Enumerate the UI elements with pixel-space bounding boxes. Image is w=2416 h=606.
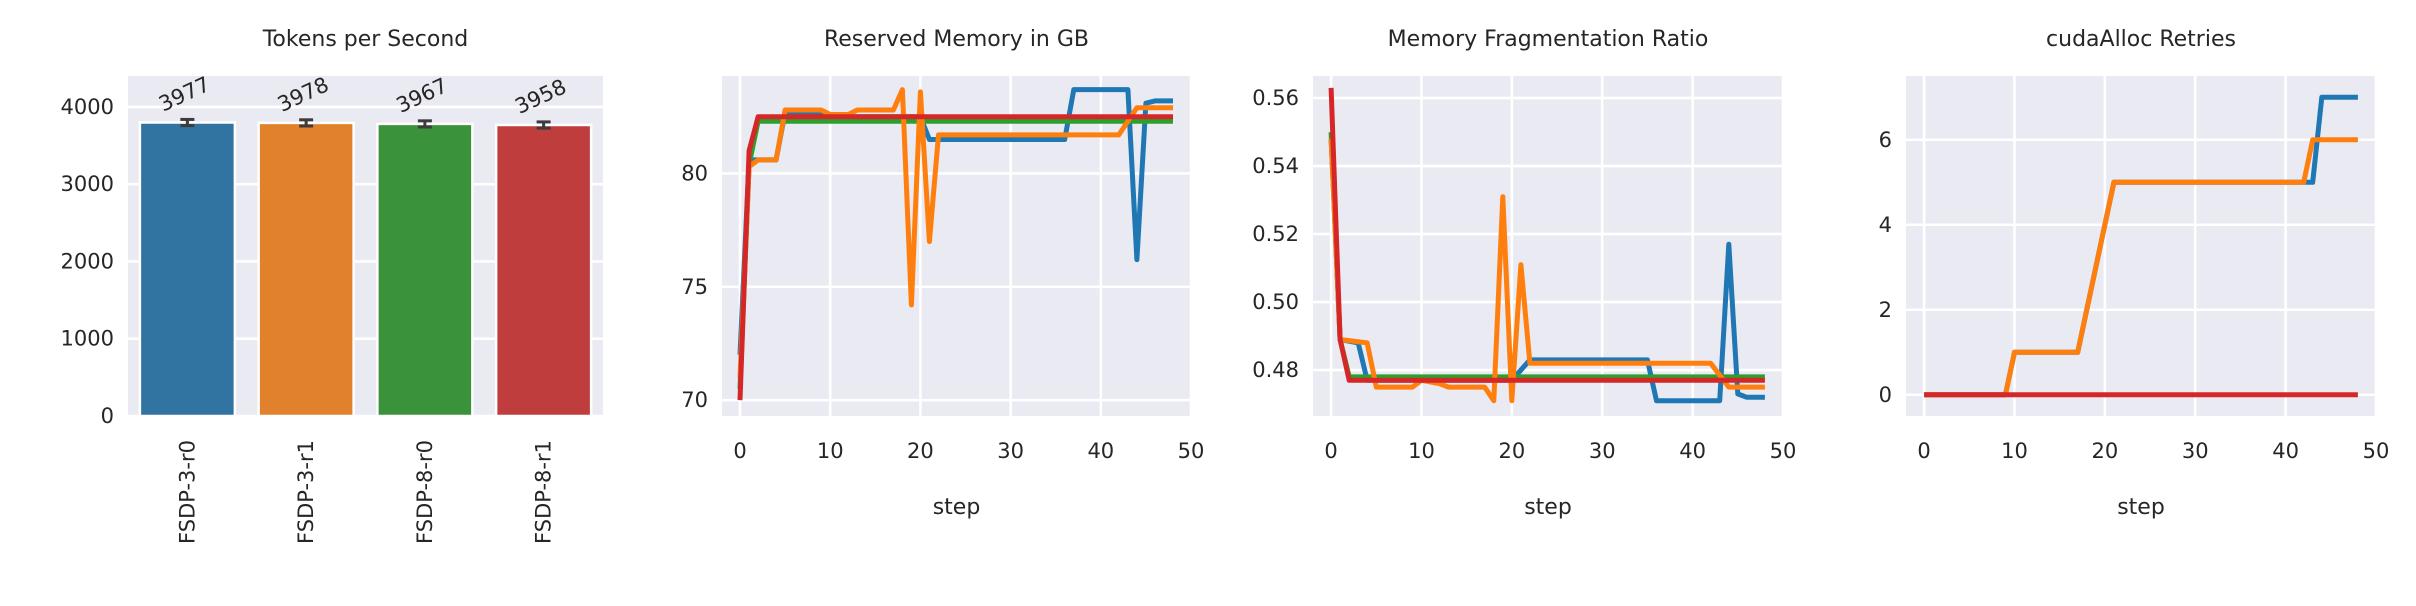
cudaalloc-retries-chart: cudaAlloc Retries 0 2 4 6 0 10 20 30 40 50 step xyxy=(1879,27,2390,520)
x-tick-label: 0 xyxy=(1324,439,1337,463)
chart-title: Tokens per Second xyxy=(262,27,469,52)
series-line-3 xyxy=(737,87,1173,378)
series-line-4 xyxy=(737,114,1173,401)
y-tick-label: 0.50 xyxy=(1252,290,1299,314)
y-tick-label: 2 xyxy=(1879,298,1892,322)
x-tick-label: 40 xyxy=(1679,439,1706,463)
bar-fsdp-8-r0 xyxy=(376,122,474,418)
x-tick-label: 50 xyxy=(1178,439,1205,463)
x-axis-label: step xyxy=(2117,495,2165,520)
y-tick-label: 6 xyxy=(1879,128,1892,152)
x-tick-label: 50 xyxy=(2363,439,2390,463)
y-tick-label: 0 xyxy=(101,404,114,428)
series-line-4 xyxy=(1328,87,1765,383)
y-tick-label: 0 xyxy=(1879,383,1892,407)
x-axis-label: step xyxy=(1524,495,1572,520)
x-category-label: FSDP-8-r0 xyxy=(413,440,437,544)
x-tick-label: 30 xyxy=(2182,439,2209,463)
x-tick-label: 30 xyxy=(997,439,1024,463)
y-tick-label: 70 xyxy=(681,388,708,412)
x-tick-label: 10 xyxy=(817,439,844,463)
reserved-memory-chart: Reserved Memory in GB 70 75 80 0 10 20 30 40 50 st… xyxy=(681,27,1204,520)
memory-fragmentation-chart: Memory Fragmentation Ratio 0.48 0.50 0.52 0.… xyxy=(1252,27,1796,520)
y-tick-label: 0.52 xyxy=(1252,222,1299,246)
chart-title: Memory Fragmentation Ratio xyxy=(1388,27,1709,52)
y-tick-label: 0.56 xyxy=(1252,86,1299,110)
bar-fsdp-3-r0 xyxy=(138,121,237,418)
x-category-label: FSDP-3-r0 xyxy=(175,440,199,544)
y-tick-label: 2000 xyxy=(61,249,114,273)
x-tick-label: 20 xyxy=(1498,439,1525,463)
x-tick-label: 10 xyxy=(2001,439,2028,463)
y-tick-label: 0.54 xyxy=(1252,154,1299,178)
x-tick-label: 10 xyxy=(1408,439,1435,463)
y-tick-label: 4000 xyxy=(61,95,114,119)
x-tick-label: 40 xyxy=(1087,439,1114,463)
y-tick-label: 4 xyxy=(1879,213,1892,237)
x-category-label: FSDP-3-r1 xyxy=(294,440,318,544)
chart-title: Reserved Memory in GB xyxy=(824,27,1089,52)
y-tick-label: 75 xyxy=(681,275,708,299)
chart-title: cudaAlloc Retries xyxy=(2046,27,2236,52)
bar-fsdp-8-r1 xyxy=(494,123,593,418)
plot-area xyxy=(1906,76,2376,416)
bar-fsdp-3-r1 xyxy=(257,121,355,418)
y-tick-label: 0.48 xyxy=(1252,358,1299,382)
x-tick-label: 20 xyxy=(907,439,934,463)
x-tick-label: 0 xyxy=(733,439,746,463)
x-category-label: FSDP-8-r1 xyxy=(532,440,556,544)
x-axis-label: step xyxy=(933,495,981,520)
x-tick-label: 20 xyxy=(2091,439,2118,463)
x-tick-label: 30 xyxy=(1589,439,1616,463)
x-tick-label: 50 xyxy=(1770,439,1797,463)
series-line-3 xyxy=(1328,138,1765,404)
x-tick-label: 0 xyxy=(1917,439,1930,463)
series-line-2 xyxy=(1924,137,2358,398)
y-tick-label: 1000 xyxy=(61,327,114,351)
x-tick-label: 40 xyxy=(2272,439,2299,463)
y-tick-label: 3000 xyxy=(61,172,114,196)
y-tick-label: 80 xyxy=(681,161,708,185)
plot-area xyxy=(722,76,1191,416)
